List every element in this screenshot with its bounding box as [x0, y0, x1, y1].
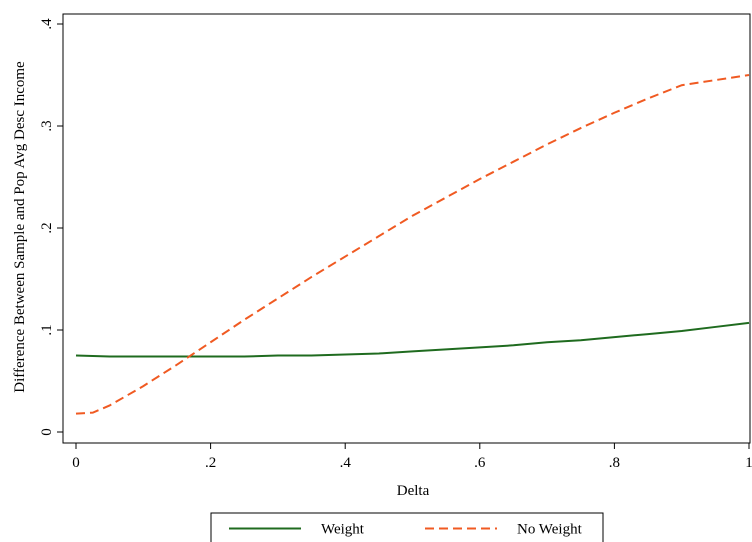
y-tick-label: .4: [39, 18, 55, 30]
x-tick-label: .6: [474, 455, 486, 471]
x-tick-label: .2: [205, 455, 216, 471]
y-tick-label: .1: [39, 324, 55, 335]
x-axis-label: Delta: [397, 483, 430, 499]
plot-area: [62, 13, 751, 444]
x-tick-label: .8: [609, 455, 620, 471]
series-line-no-weight: [75, 74, 750, 415]
y-tick-label: .2: [39, 222, 55, 233]
x-tick-label: .4: [340, 455, 352, 471]
y-tick-label: .3: [39, 120, 55, 131]
y-axis-label: Difference Between Sample and Pop Avg De…: [12, 61, 28, 393]
y-axis: 0 .1 .2 .3 .4: [39, 18, 63, 436]
x-axis: 0 .2 .4 .6 .8 1: [72, 443, 752, 471]
legend: Weight No Weight: [210, 512, 604, 542]
x-tick-label: 1: [745, 455, 752, 471]
legend-label: No Weight: [517, 522, 583, 538]
legend-label: Weight: [321, 522, 365, 538]
y-tick-label: 0: [39, 428, 55, 436]
x-tick-label: 0: [72, 455, 80, 471]
plot-frame: [62, 13, 751, 444]
